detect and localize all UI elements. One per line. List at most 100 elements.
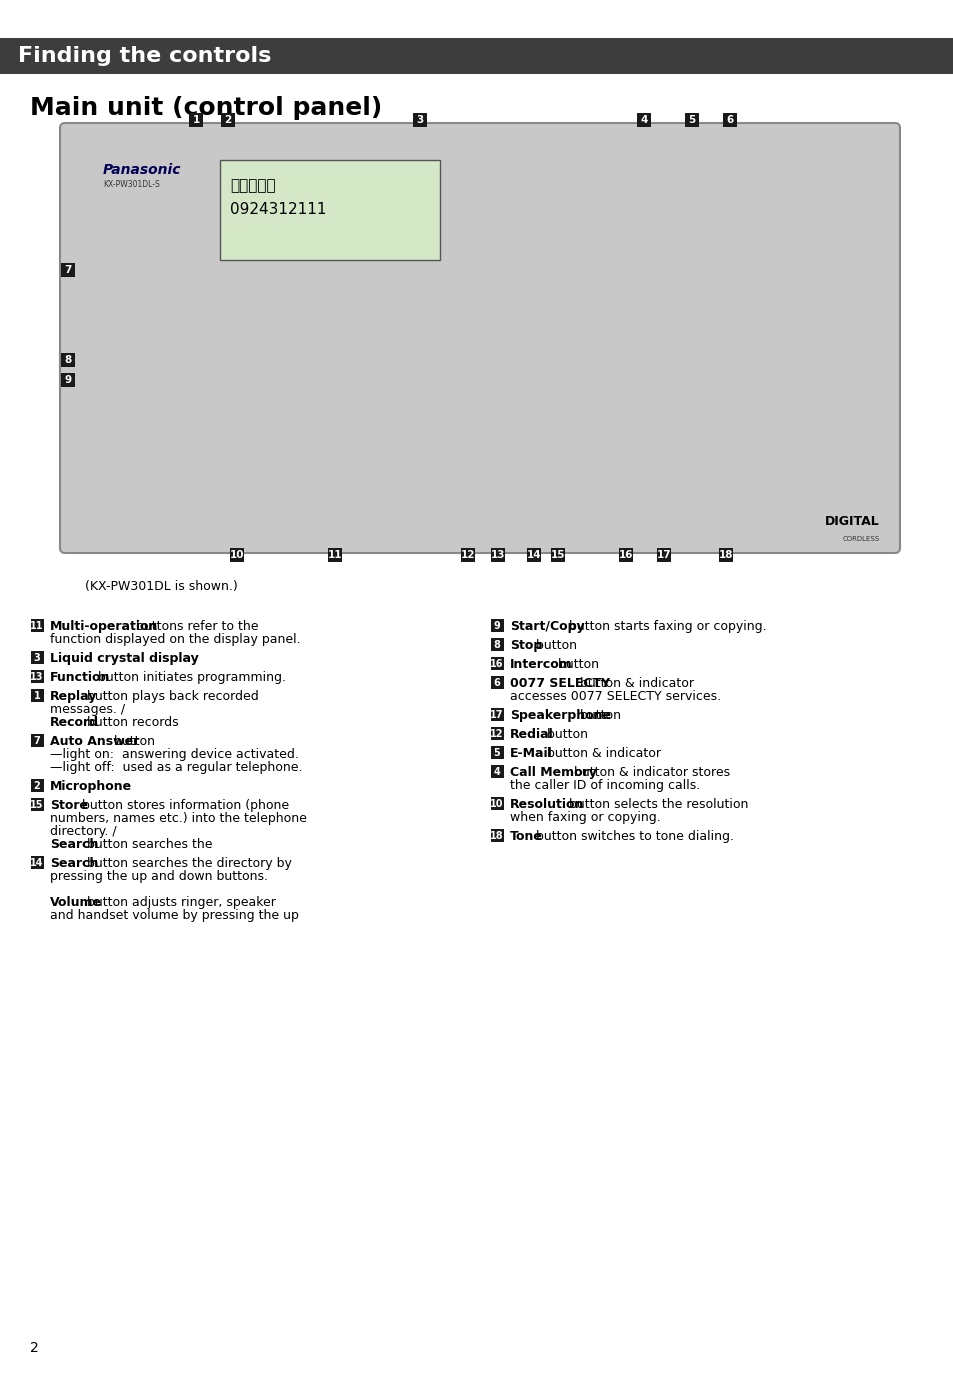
Text: Replay: Replay <box>50 689 97 703</box>
Text: button stores information (phone: button stores information (phone <box>77 798 289 812</box>
Text: Record: Record <box>50 716 99 728</box>
Text: function displayed on the display panel.: function displayed on the display panel. <box>50 633 300 645</box>
Bar <box>413 113 427 127</box>
Text: —light off:  used as a regular telephone.: —light off: used as a regular telephone. <box>50 761 302 773</box>
Text: 13: 13 <box>30 671 44 682</box>
Text: 18: 18 <box>718 550 733 560</box>
Text: messages. /: messages. / <box>50 703 129 716</box>
Text: Volume: Volume <box>50 896 102 908</box>
Text: button adjusts ringer, speaker: button adjusts ringer, speaker <box>83 896 275 908</box>
Text: 14: 14 <box>526 550 540 560</box>
Bar <box>328 548 341 561</box>
Text: 2: 2 <box>33 782 40 791</box>
Bar <box>61 263 75 277</box>
Text: Search: Search <box>50 856 98 870</box>
Bar <box>491 797 503 810</box>
Bar <box>491 619 503 632</box>
Text: 7: 7 <box>64 266 71 275</box>
Text: 3: 3 <box>33 654 40 663</box>
Text: E-Mail: E-Mail <box>510 747 552 760</box>
Bar <box>551 548 564 561</box>
Text: —light on:  answering device activated.: —light on: answering device activated. <box>50 747 298 761</box>
Text: (KX-PW301DL is shown.): (KX-PW301DL is shown.) <box>85 581 237 593</box>
Text: 15: 15 <box>550 550 565 560</box>
Bar <box>30 798 44 810</box>
Text: DIGITAL: DIGITAL <box>824 515 879 528</box>
Text: Intercom: Intercom <box>510 658 572 670</box>
Text: 14: 14 <box>30 859 44 868</box>
Bar <box>491 548 504 561</box>
Text: button & indicator: button & indicator <box>542 747 660 760</box>
Text: 4: 4 <box>493 766 500 777</box>
Bar <box>30 779 44 793</box>
Bar <box>491 765 503 777</box>
Bar <box>657 548 670 561</box>
Text: 10: 10 <box>230 550 244 560</box>
Text: numbers, names etc.) into the telephone: numbers, names etc.) into the telephone <box>50 812 307 824</box>
Text: 3: 3 <box>416 116 423 125</box>
Text: 6: 6 <box>725 116 733 125</box>
Text: button records: button records <box>83 716 178 728</box>
Text: pressing the up and down buttons.: pressing the up and down buttons. <box>50 870 268 882</box>
Text: 1: 1 <box>193 116 199 125</box>
Text: 15: 15 <box>30 799 44 810</box>
Text: Call Memory: Call Memory <box>510 765 597 779</box>
Text: Store: Store <box>50 798 88 812</box>
FancyBboxPatch shape <box>60 122 899 553</box>
Text: accesses 0077 SELECTY services.: accesses 0077 SELECTY services. <box>510 689 720 703</box>
Text: 17: 17 <box>656 550 671 560</box>
Text: Start/Copy: Start/Copy <box>510 619 584 633</box>
Bar <box>460 548 475 561</box>
Text: 5: 5 <box>493 749 500 758</box>
Bar <box>637 113 650 127</box>
Text: 4: 4 <box>639 116 647 125</box>
Text: Speakerphone: Speakerphone <box>510 709 610 721</box>
Bar <box>30 651 44 665</box>
Text: Finding the controls: Finding the controls <box>18 45 271 66</box>
Text: 7: 7 <box>33 736 40 746</box>
Text: 松下　太郎: 松下 太郎 <box>230 178 275 193</box>
Text: and handset volume by pressing the up: and handset volume by pressing the up <box>50 908 298 922</box>
Text: button searches the directory by: button searches the directory by <box>83 856 292 870</box>
Text: 13: 13 <box>490 550 505 560</box>
Text: CORDLESS: CORDLESS <box>842 537 879 542</box>
Text: Multi-operation: Multi-operation <box>50 619 158 633</box>
Bar <box>618 548 633 561</box>
Text: button selects the resolution: button selects the resolution <box>564 798 747 810</box>
Bar <box>30 689 44 702</box>
Text: 8: 8 <box>64 355 71 365</box>
Bar <box>30 856 44 870</box>
Text: 0924312111: 0924312111 <box>230 202 326 217</box>
Text: 6: 6 <box>493 678 500 688</box>
Text: 10: 10 <box>490 799 503 809</box>
Bar <box>491 709 503 721</box>
Bar <box>61 354 75 367</box>
Bar <box>491 638 503 651</box>
Text: 1: 1 <box>33 691 40 700</box>
Text: button: button <box>532 638 577 651</box>
Text: 8: 8 <box>493 640 500 649</box>
Text: button: button <box>111 735 155 747</box>
Text: button searches the: button searches the <box>83 838 213 850</box>
Bar <box>491 676 503 689</box>
Bar <box>722 113 737 127</box>
Text: 0077 SELECTY: 0077 SELECTY <box>510 677 610 689</box>
Bar <box>526 548 540 561</box>
Text: 2: 2 <box>224 116 232 125</box>
Text: 11: 11 <box>328 550 342 560</box>
Text: 17: 17 <box>490 710 503 720</box>
Bar <box>491 828 503 842</box>
Text: Search: Search <box>50 838 98 850</box>
Text: Liquid crystal display: Liquid crystal display <box>50 651 198 665</box>
Bar <box>491 656 503 670</box>
Text: when faxing or copying.: when faxing or copying. <box>510 810 660 823</box>
Bar <box>719 548 732 561</box>
Text: buttons refer to the: buttons refer to the <box>132 619 258 633</box>
Text: Function: Function <box>50 670 111 684</box>
Bar <box>491 746 503 760</box>
Bar <box>221 113 234 127</box>
Text: button initiates programming.: button initiates programming. <box>94 670 286 684</box>
Bar <box>491 727 503 740</box>
Text: button: button <box>554 658 598 670</box>
Text: directory. /: directory. / <box>50 824 120 838</box>
